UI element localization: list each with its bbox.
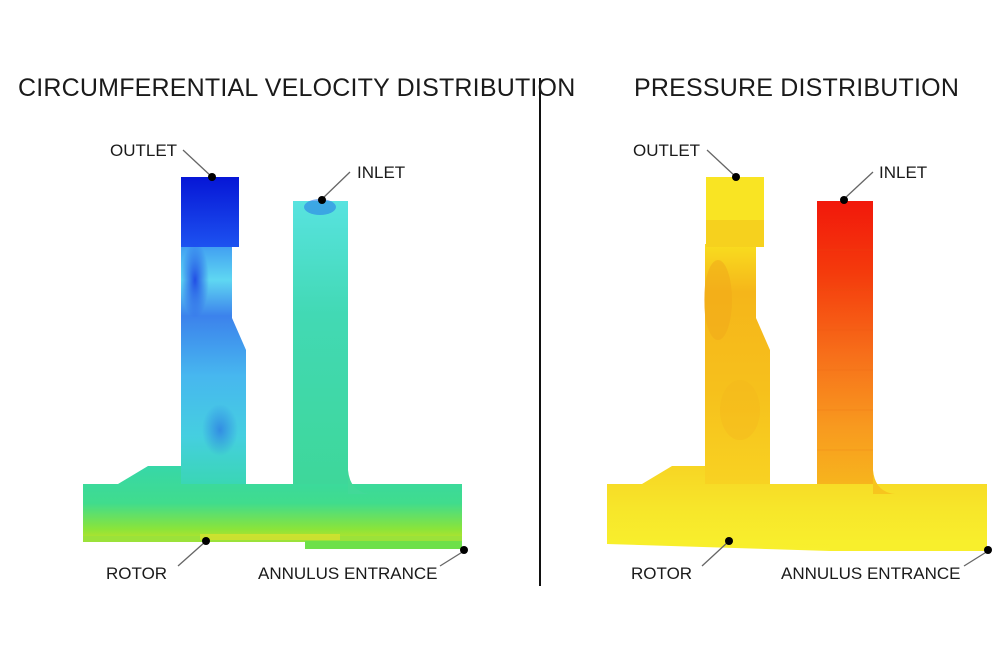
pressure-annulus-entrance-label: ANNULUS ENTRANCE xyxy=(781,564,961,583)
velocity-contour-shape xyxy=(83,177,462,549)
velocity-outlet-label: OUTLET xyxy=(110,141,178,160)
pressure-inlet-label: INLET xyxy=(879,163,928,182)
velocity-panel-title: CIRCUMFERENTIAL VELOCITY DISTRIBUTION xyxy=(18,74,576,102)
pressure-rotor-label: ROTOR xyxy=(631,564,693,583)
pressure-outlet-marker xyxy=(732,173,740,181)
velocity-leaders xyxy=(177,149,465,567)
pressure-contour-shape xyxy=(607,177,987,551)
pressure-annulus-marker xyxy=(984,546,992,554)
pressure-rotor-marker xyxy=(725,537,733,545)
velocity-rotor-marker xyxy=(202,537,210,545)
pressure-inlet-marker xyxy=(840,196,848,204)
velocity-inlet-label: INLET xyxy=(357,163,406,182)
pressure-panel-title: PRESSURE DISTRIBUTION xyxy=(634,74,960,102)
velocity-inlet-marker xyxy=(318,196,326,204)
pressure-outlet-label: OUTLET xyxy=(633,141,701,160)
velocity-rotor-label: ROTOR xyxy=(106,564,168,583)
velocity-annulus-entrance-label: ANNULUS ENTRANCE xyxy=(258,564,438,583)
velocity-annulus-marker xyxy=(460,546,468,554)
pressure-leaders xyxy=(701,149,989,567)
velocity-outlet-marker xyxy=(208,173,216,181)
panel-divider xyxy=(539,78,541,586)
